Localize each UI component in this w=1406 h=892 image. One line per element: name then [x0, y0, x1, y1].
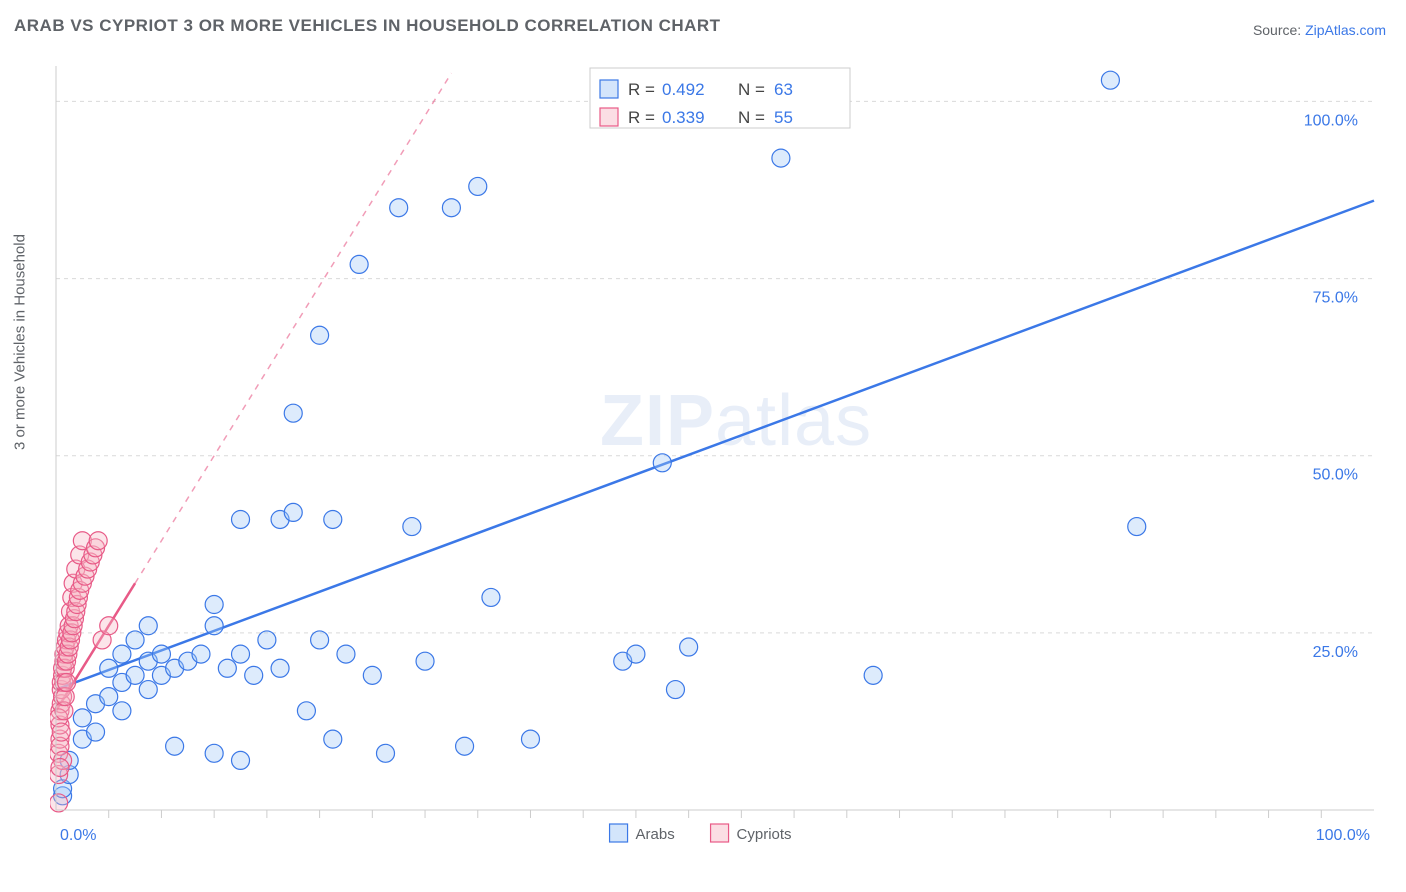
scatter-point	[205, 617, 223, 635]
scatter-point	[100, 688, 118, 706]
source-link[interactable]: ZipAtlas.com	[1305, 22, 1386, 38]
bottom-legend-swatch	[711, 824, 729, 842]
scatter-point	[666, 681, 684, 699]
legend-r-label: R =	[628, 108, 655, 127]
scatter-point	[416, 652, 434, 670]
scatter-point	[58, 673, 76, 691]
scatter-point	[521, 730, 539, 748]
scatter-chart: 25.0% 50.0% 75.0% 100.0% 0.0% 100.0% R = 0.492 N…	[50, 50, 1380, 850]
scatter-point	[350, 255, 368, 273]
scatter-point	[232, 510, 250, 528]
scatter-point	[50, 794, 68, 812]
scatter-point	[232, 645, 250, 663]
legend-r-value: 0.492	[662, 80, 705, 99]
scatter-point	[205, 596, 223, 614]
x-tick-label: 0.0%	[60, 827, 96, 844]
scatter-point	[232, 751, 250, 769]
scatter-point	[100, 617, 118, 635]
y-tick-label: 75.0%	[1313, 290, 1358, 307]
scatter-point	[337, 645, 355, 663]
y-tick-label: 100.0%	[1304, 112, 1358, 129]
scatter-point	[89, 532, 107, 550]
bottom-legend-label: Cypriots	[737, 826, 792, 843]
scatter-point	[100, 659, 118, 677]
legend-r-value: 0.339	[662, 108, 705, 127]
x-tick-label: 100.0%	[1316, 827, 1370, 844]
scatter-point	[324, 730, 342, 748]
scatter-point	[864, 666, 882, 684]
scatter-point	[311, 631, 329, 649]
scatter-point	[126, 631, 144, 649]
scatter-point	[73, 709, 91, 727]
scatter-point	[297, 702, 315, 720]
y-tick-label: 25.0%	[1313, 644, 1358, 661]
scatter-point	[87, 723, 105, 741]
bottom-legend-label: Arabs	[636, 826, 675, 843]
y-tick-label: 50.0%	[1313, 467, 1358, 484]
legend-swatch	[600, 80, 618, 98]
legend-n-label: N =	[738, 80, 765, 99]
scatter-point	[456, 737, 474, 755]
scatter-point	[205, 744, 223, 762]
legend-n-label: N =	[738, 108, 765, 127]
scatter-point	[245, 666, 263, 684]
scatter-point	[377, 744, 395, 762]
scatter-point	[218, 659, 236, 677]
legend-r-label: R =	[628, 80, 655, 99]
scatter-point	[469, 177, 487, 195]
scatter-point	[680, 638, 698, 656]
scatter-point	[52, 723, 70, 741]
scatter-point	[324, 510, 342, 528]
scatter-point	[363, 666, 381, 684]
bottom-legend-swatch	[610, 824, 628, 842]
scatter-point	[126, 666, 144, 684]
scatter-point	[284, 404, 302, 422]
source-label: Source:	[1253, 22, 1301, 38]
scatter-point	[113, 645, 131, 663]
scatter-point	[482, 588, 500, 606]
scatter-point	[152, 645, 170, 663]
scatter-point	[192, 645, 210, 663]
trend-line	[56, 201, 1374, 690]
source-attribution: Source: ZipAtlas.com	[1253, 22, 1386, 38]
scatter-point	[113, 702, 131, 720]
scatter-point	[139, 681, 157, 699]
scatter-point	[271, 659, 289, 677]
legend-swatch	[600, 108, 618, 126]
chart-title: ARAB VS CYPRIOT 3 OR MORE VEHICLES IN HO…	[14, 16, 721, 36]
scatter-point	[442, 199, 460, 217]
y-axis-label: 3 or more Vehicles in Household	[12, 234, 29, 450]
legend-n-value: 63	[774, 80, 793, 99]
scatter-point	[653, 454, 671, 472]
legend-n-value: 55	[774, 108, 793, 127]
scatter-point	[403, 518, 421, 536]
scatter-point	[139, 617, 157, 635]
scatter-point	[258, 631, 276, 649]
scatter-point	[1128, 518, 1146, 536]
scatter-point	[284, 503, 302, 521]
scatter-point	[1101, 71, 1119, 89]
scatter-point	[311, 326, 329, 344]
scatter-point	[390, 199, 408, 217]
scatter-point	[627, 645, 645, 663]
scatter-point	[166, 737, 184, 755]
scatter-point	[772, 149, 790, 167]
scatter-point	[51, 758, 69, 776]
